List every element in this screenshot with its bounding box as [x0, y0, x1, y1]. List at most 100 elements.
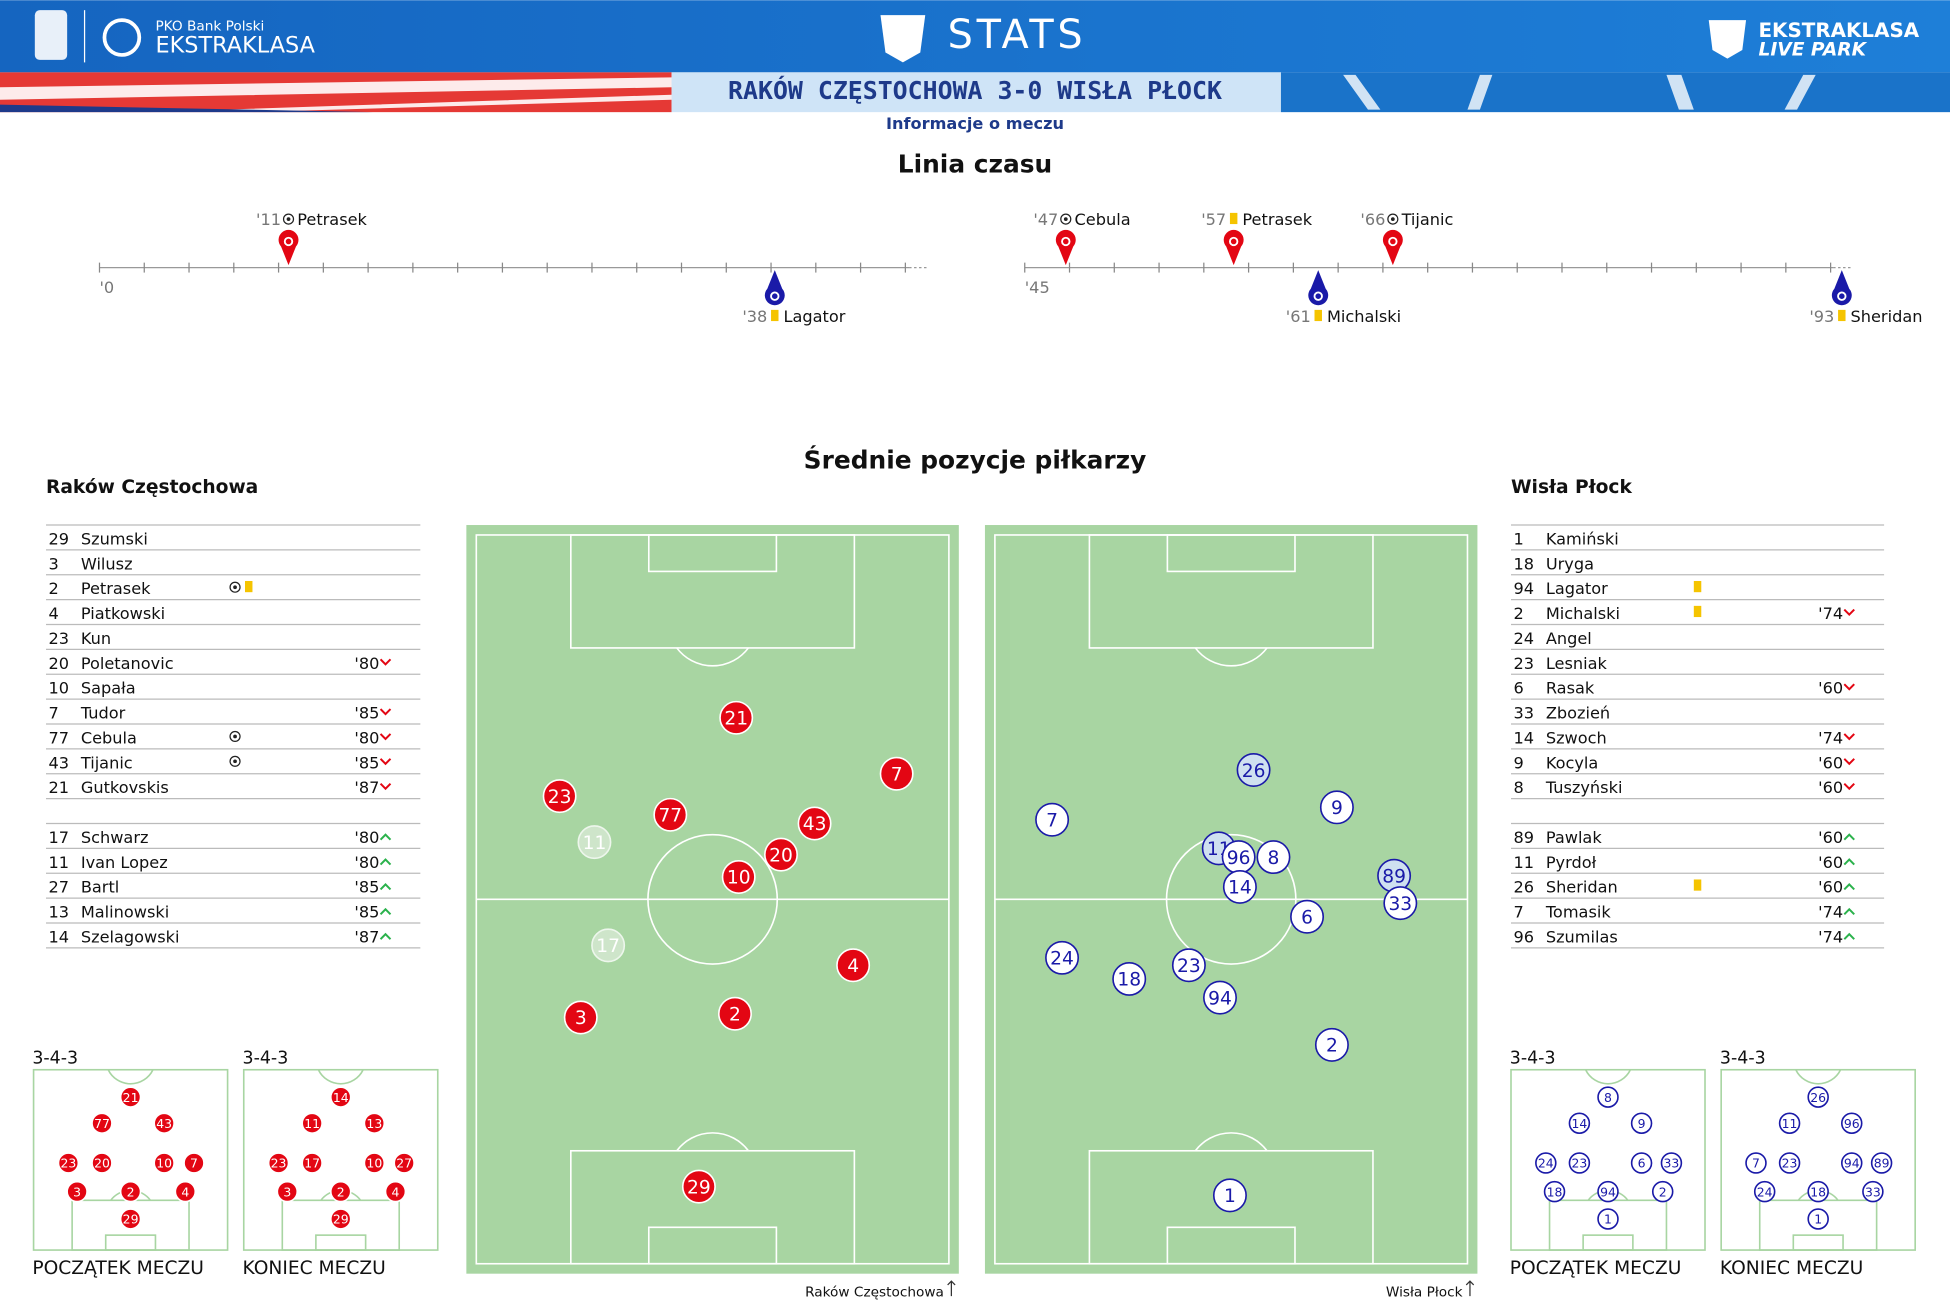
sub-arrow	[379, 758, 392, 766]
player-dot-label: 11	[304, 1116, 320, 1131]
player-dot	[1597, 1208, 1619, 1230]
player-number: 14	[49, 927, 70, 946]
player-dot	[1568, 1112, 1591, 1134]
player-dot	[91, 1152, 113, 1174]
event-player: Petrasek	[1242, 210, 1312, 229]
player-dot	[301, 1152, 323, 1174]
player-dot-label: 9	[1331, 798, 1343, 819]
player-dot-label: 2	[127, 1184, 135, 1199]
player-number: 14	[1513, 728, 1534, 747]
player-name: Petrasek	[81, 579, 151, 598]
sub-arrow	[1843, 833, 1855, 841]
player-number: 11	[1513, 853, 1534, 872]
player-dot-label: 4	[181, 1184, 189, 1199]
player-number: 20	[49, 654, 70, 673]
player-dot-label: 23	[1177, 956, 1201, 977]
formation: 3-4-3	[1510, 1049, 1556, 1069]
player-dot-label: 1	[1224, 1186, 1236, 1207]
player-number: 3	[49, 554, 59, 573]
player-dot	[1597, 1180, 1619, 1203]
player-number: 29	[49, 529, 70, 548]
event-minute: '47	[1033, 210, 1058, 229]
player-dot-label: 2	[1326, 1036, 1338, 1057]
player-dot-label: 2	[729, 1005, 741, 1026]
sub-minute: '60	[1818, 679, 1843, 698]
sub-minute: '85	[354, 878, 379, 897]
section: STATS	[948, 12, 1087, 58]
player-name: Pawlak	[1546, 828, 1603, 847]
goal-box	[1166, 534, 1296, 573]
sub-minute: '85	[354, 704, 379, 723]
formation-label: POCZĄTEK MECZU	[32, 1258, 204, 1279]
player-dot-label: 11	[583, 833, 607, 854]
formation-label: KONIEC MECZU	[243, 1258, 386, 1279]
event-pin	[764, 270, 785, 306]
player-dot	[681, 1169, 716, 1204]
event-pin-hole	[1313, 291, 1323, 301]
player-dot-label: 33	[1865, 1184, 1881, 1199]
player-name: Bartl	[81, 878, 119, 897]
event-minute: '38	[742, 307, 767, 326]
player-dot	[591, 928, 626, 963]
event-player: Tijanic	[1401, 210, 1454, 229]
sub-minute: '80	[354, 728, 379, 747]
player-dot	[183, 1152, 205, 1174]
player-dot-label: 43	[156, 1116, 172, 1131]
player-dot-label: 4	[392, 1184, 400, 1199]
player-dot	[1778, 1112, 1801, 1134]
player-dot-label: 23	[1782, 1156, 1798, 1171]
sub-arrow	[379, 883, 392, 891]
player-dot	[1171, 948, 1206, 983]
event-pin-hole	[770, 291, 780, 301]
event-pin	[278, 229, 299, 266]
player-dot-label: 2	[1659, 1184, 1667, 1199]
sub-minute: '74	[1818, 604, 1843, 623]
player-dot-label: 11	[1782, 1116, 1798, 1131]
player-name: Schwarz	[81, 828, 149, 847]
player-name: Malinowski	[81, 903, 169, 922]
player-dot	[1290, 899, 1325, 934]
sub-arrow	[379, 733, 392, 741]
sub-minute: '60	[1818, 753, 1843, 772]
penalty-arc	[1194, 647, 1268, 667]
player-dot-label: 13	[366, 1116, 382, 1131]
player-dot	[1753, 1180, 1776, 1203]
player-name: Gutkovskis	[81, 778, 169, 797]
player-name: Szumski	[81, 529, 148, 548]
player-dot	[119, 1086, 142, 1108]
center-circle	[1165, 833, 1297, 965]
player-number: 94	[1513, 579, 1534, 598]
event-pin	[1223, 229, 1244, 266]
player-number: 11	[49, 853, 70, 872]
player-dot	[1045, 940, 1080, 975]
player-dot-label: 96	[1844, 1116, 1860, 1131]
player-dot	[1778, 1152, 1801, 1174]
player-dot-label: 14	[1571, 1116, 1587, 1131]
player-dot	[1314, 1027, 1349, 1062]
logo	[102, 18, 142, 57]
player-dot-label: 1	[1814, 1212, 1822, 1227]
event-pin	[1308, 270, 1329, 306]
goal-icon-dot	[286, 217, 291, 221]
player-dot	[153, 1152, 175, 1174]
player-dot	[1203, 980, 1237, 1015]
player-dot	[1651, 1180, 1674, 1203]
player-number: 33	[1513, 704, 1534, 723]
player-dot	[1597, 1086, 1619, 1108]
player-dot-label: 17	[596, 936, 620, 957]
player-dot-label: 24	[1757, 1184, 1773, 1199]
sub-arrow	[1843, 883, 1855, 891]
mini-goal-box	[315, 1234, 367, 1251]
player-dot-label: 89	[1874, 1156, 1890, 1171]
player-dot	[1630, 1112, 1653, 1134]
player-dot-label: 77	[658, 806, 682, 827]
player-dot-label: 2	[337, 1184, 345, 1199]
sub-minute: '80	[354, 828, 379, 847]
player-dot	[1383, 886, 1418, 921]
player-number: 96	[1513, 927, 1534, 946]
player-dot-label: 20	[769, 845, 793, 866]
mini-goal-box	[1792, 1234, 1844, 1251]
player-dot	[1222, 869, 1257, 904]
sub-arrow	[1843, 858, 1855, 866]
player-dot	[577, 825, 612, 860]
